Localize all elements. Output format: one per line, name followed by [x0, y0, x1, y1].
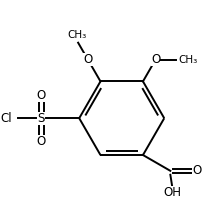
Text: Cl: Cl — [0, 112, 12, 125]
Text: S: S — [37, 112, 45, 125]
Text: OH: OH — [164, 186, 182, 199]
Text: CH₃: CH₃ — [67, 30, 87, 40]
Text: O: O — [36, 89, 46, 102]
Text: O: O — [83, 53, 93, 66]
Text: O: O — [192, 164, 201, 177]
Text: O: O — [36, 135, 46, 148]
Text: O: O — [151, 53, 160, 66]
Text: CH₃: CH₃ — [178, 55, 198, 65]
